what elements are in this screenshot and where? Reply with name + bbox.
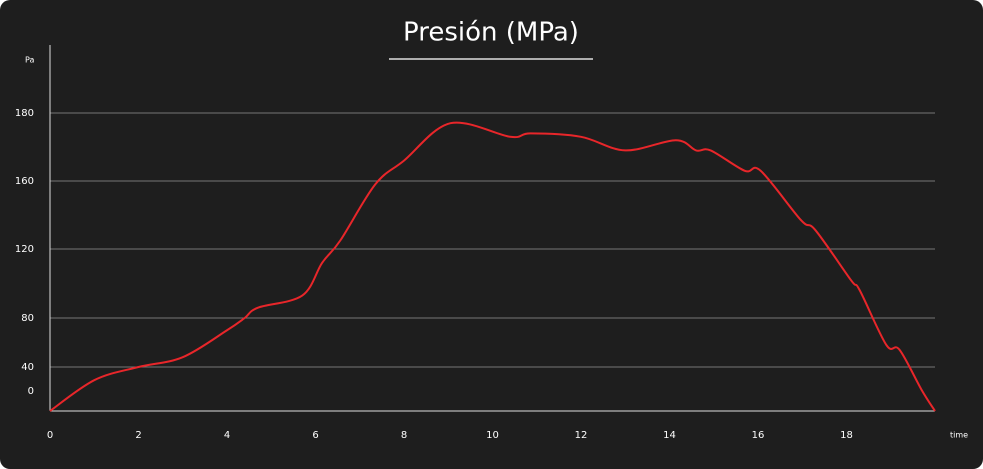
x-axis-label: time	[950, 431, 968, 440]
y-tick-label: 0	[28, 386, 34, 397]
x-tick-label: 16	[752, 430, 765, 441]
y-tick-label: 160	[15, 176, 34, 187]
y-tick-label: 40	[21, 362, 34, 373]
x-tick-label: 6	[312, 430, 318, 441]
x-tick-label: 0	[47, 430, 53, 441]
x-tick-label: 18	[840, 430, 853, 441]
line	[49, 121, 936, 412]
y-tick-label: 120	[15, 244, 34, 255]
y-tick-label: 180	[15, 108, 34, 119]
x-tick-label: 2	[135, 430, 141, 441]
x-tick-label: 12	[575, 430, 588, 441]
y-tick-label: 80	[21, 313, 34, 324]
x-tick-label: 4	[224, 430, 230, 441]
chart-title: Presión (MPa)	[403, 18, 579, 48]
x-tick-label: 10	[486, 430, 499, 441]
x-tick-label: 14	[663, 430, 676, 441]
y-axis-label: Pa	[25, 56, 34, 65]
x-tick-label: 8	[401, 430, 407, 441]
